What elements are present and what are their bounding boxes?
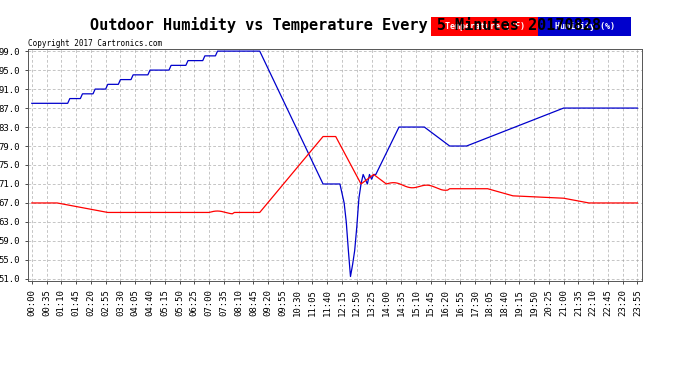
Text: Temperature (°F): Temperature (°F) <box>445 22 524 31</box>
Text: Humidity (%): Humidity (%) <box>555 22 615 31</box>
Text: Copyright 2017 Cartronics.com: Copyright 2017 Cartronics.com <box>28 39 161 48</box>
Text: Outdoor Humidity vs Temperature Every 5 Minutes 20170828: Outdoor Humidity vs Temperature Every 5 … <box>90 17 600 33</box>
